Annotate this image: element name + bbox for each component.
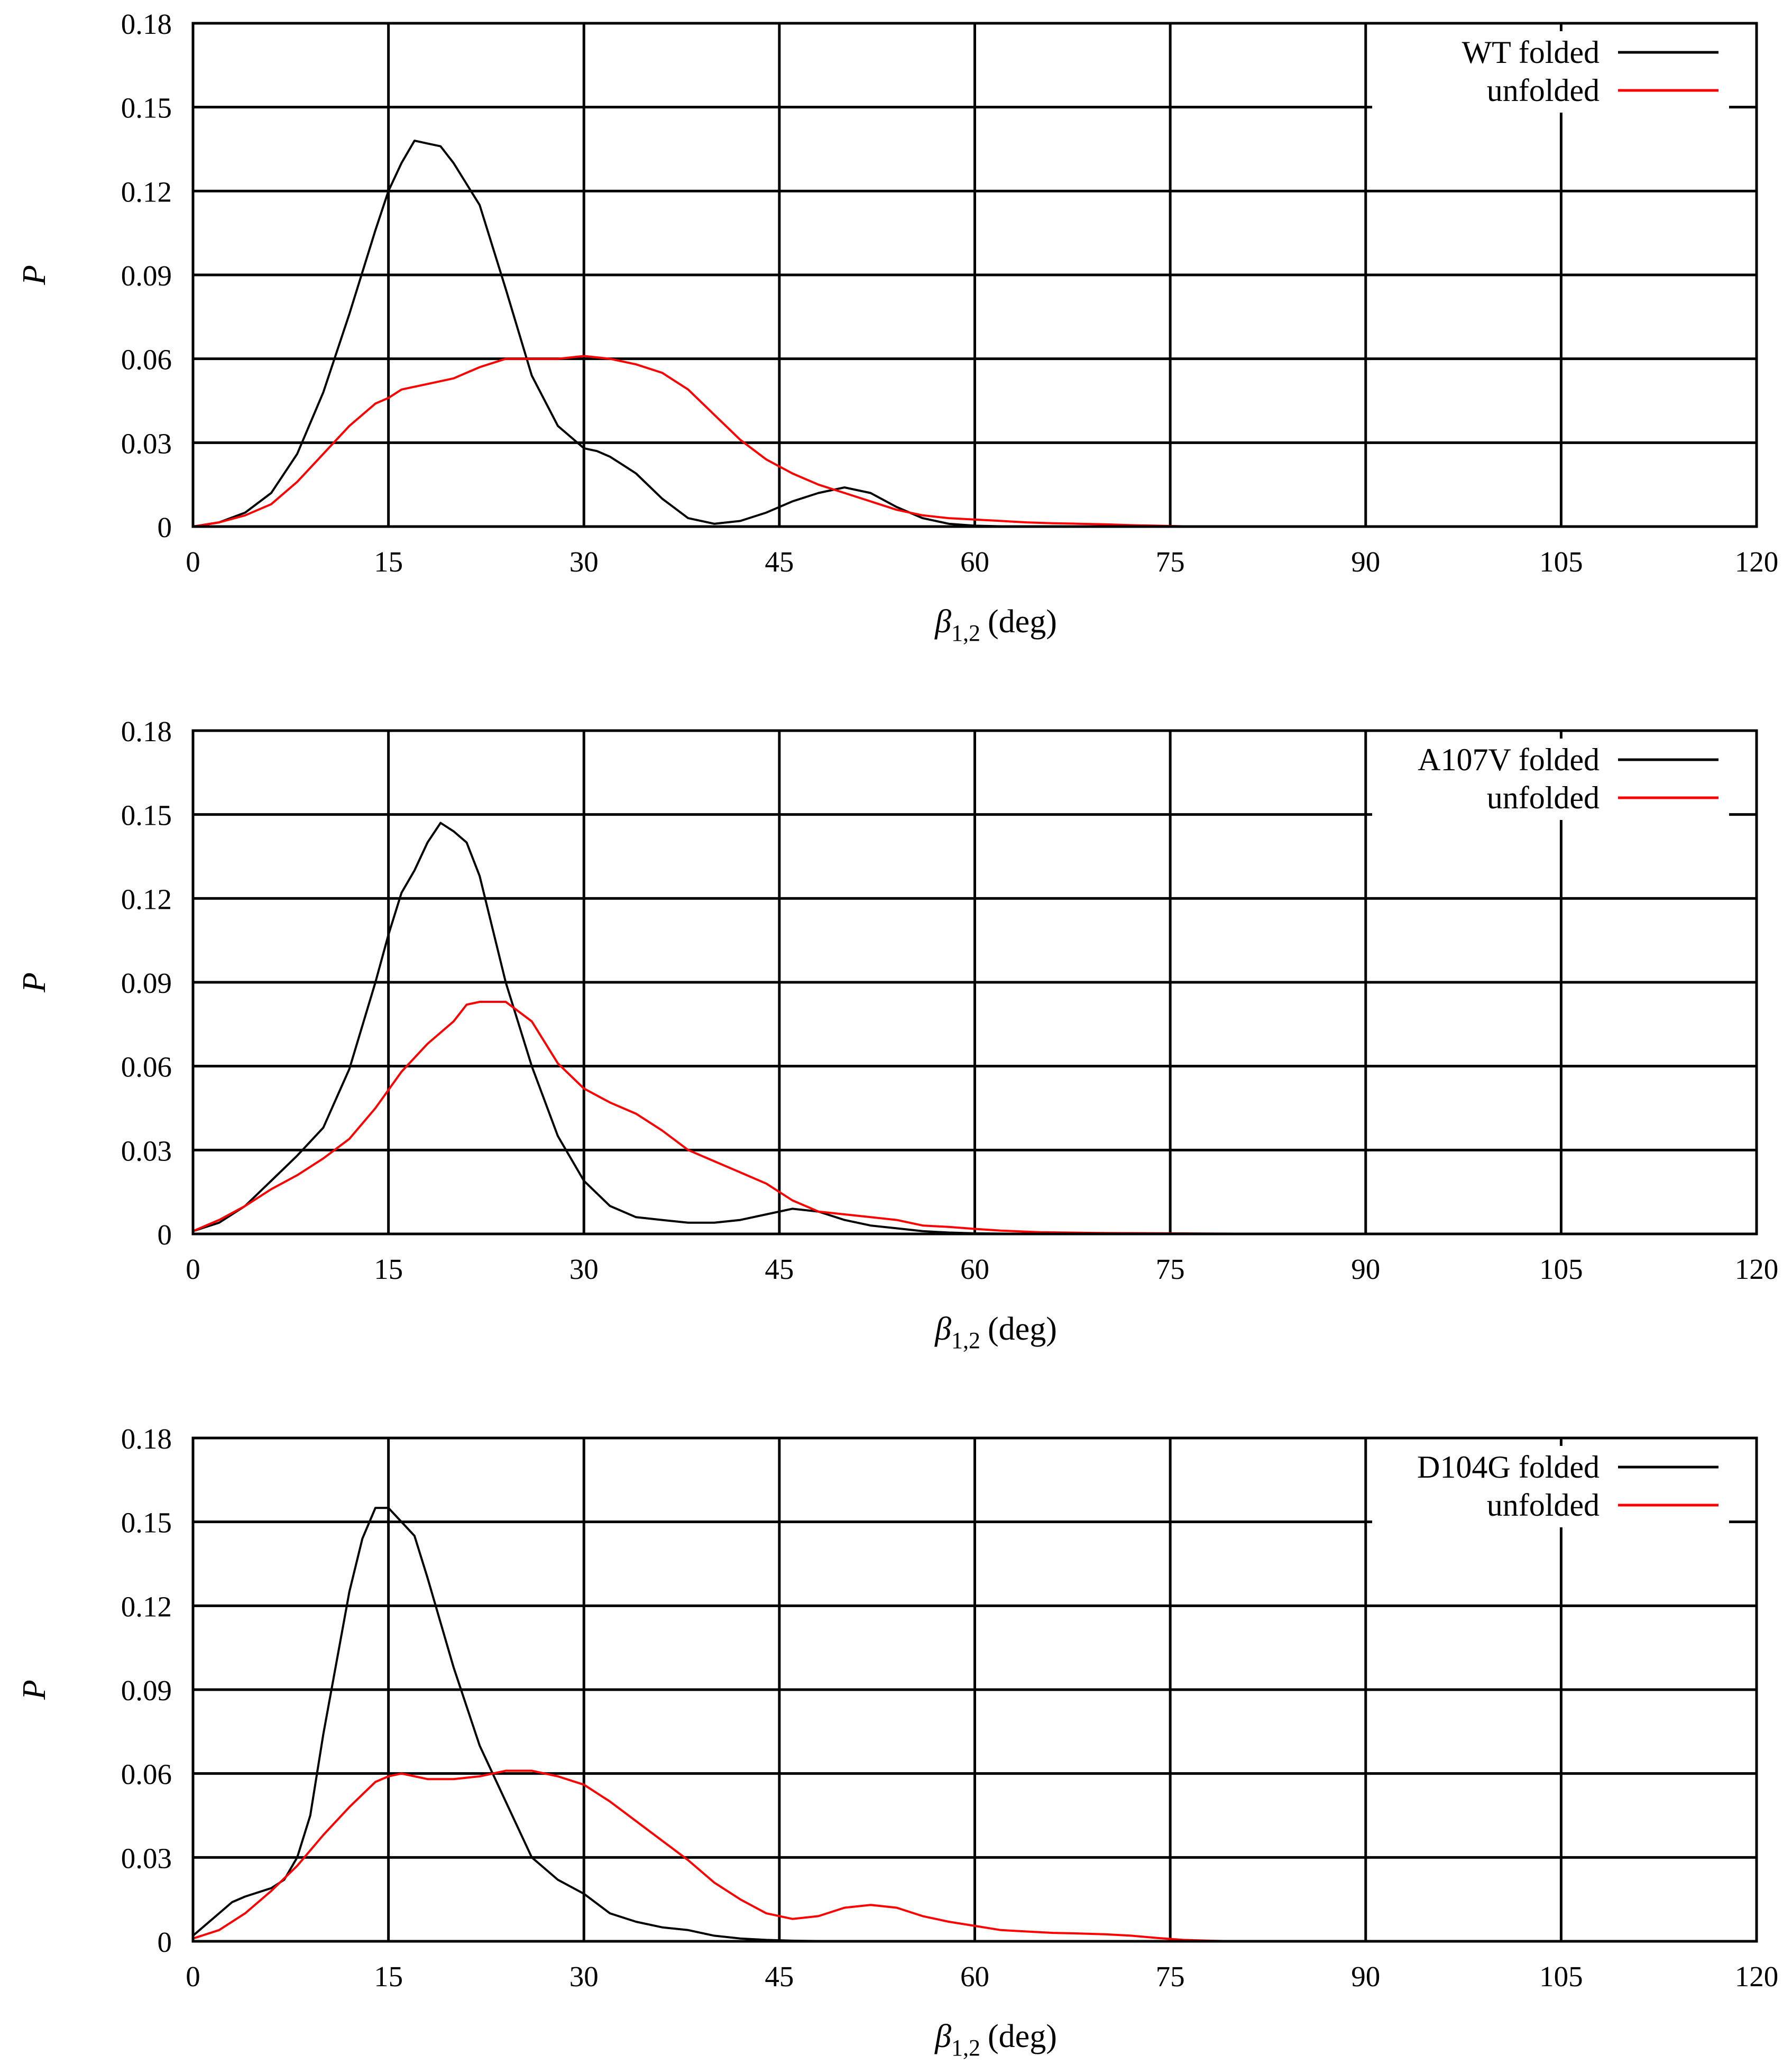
x-tick-label: 105: [1539, 1253, 1583, 1285]
legend-label: unfolded: [1487, 780, 1600, 815]
legend-label: unfolded: [1487, 73, 1600, 108]
y-tick-label: 0.06: [121, 344, 172, 376]
x-axis-unit: (deg): [988, 1311, 1057, 1347]
x-axis-subscript: 1,2: [951, 1328, 980, 1353]
y-tick-label: 0.03: [121, 427, 172, 459]
plot-frame: [191, 729, 1758, 1236]
x-tick-label: 60: [960, 1253, 989, 1285]
series-line-folded: [192, 822, 1041, 1235]
x-tick-label: 90: [1351, 1253, 1380, 1285]
x-tick-label: 45: [765, 546, 794, 578]
plot-frame: [191, 22, 1758, 528]
y-axis-label: P: [16, 1680, 52, 1700]
x-tick-label: 30: [569, 1960, 599, 1993]
x-tick-label: 15: [374, 1960, 403, 1993]
x-axis-label: β1,2 (deg): [934, 2018, 1057, 2061]
x-tick-label: 90: [1351, 546, 1380, 578]
legend-background: [1372, 1446, 1729, 1527]
legend-background: [1372, 31, 1729, 113]
x-tick-label: 45: [765, 1253, 794, 1285]
x-tick-label: 75: [1156, 1960, 1185, 1993]
x-axis-label: β1,2 (deg): [934, 1311, 1057, 1353]
y-tick-label: 0.15: [121, 1507, 172, 1539]
y-tick-label: 0.15: [121, 92, 172, 124]
x-tick-label: 0: [186, 546, 200, 578]
y-tick-label: 0.09: [121, 1674, 172, 1707]
x-tick-label: 75: [1156, 1253, 1185, 1285]
y-tick-label: 0.12: [121, 883, 172, 915]
x-tick-label: 45: [765, 1960, 794, 1993]
x-axis-symbol: β: [934, 2018, 951, 2054]
x-axis-unit: (deg): [988, 2018, 1057, 2054]
x-tick-label: 90: [1351, 1960, 1380, 1993]
legend-label: D104G folded: [1417, 1450, 1600, 1485]
y-tick-label: 0: [158, 1926, 172, 1958]
y-tick-label: 0.06: [121, 1051, 172, 1083]
legend-label: unfolded: [1487, 1488, 1600, 1523]
x-tick-label: 120: [1735, 1960, 1779, 1993]
y-tick-label: 0: [158, 511, 172, 543]
x-axis-symbol: β: [934, 604, 951, 640]
x-tick-label: 30: [569, 1253, 599, 1285]
x-axis-label: β1,2 (deg): [934, 604, 1057, 646]
y-tick-label: 0.18: [121, 715, 172, 748]
x-axis-subscript: 1,2: [951, 2035, 980, 2061]
plot-frame: [191, 1436, 1758, 1943]
series-line-unfolded: [192, 1001, 1758, 1235]
x-tick-label: 0: [186, 1253, 200, 1285]
y-axis-label: P: [16, 265, 52, 285]
y-tick-label: 0.09: [121, 260, 172, 292]
x-tick-label: 105: [1539, 546, 1583, 578]
x-tick-label: 15: [374, 546, 403, 578]
x-tick-label: 105: [1539, 1960, 1583, 1993]
x-tick-label: 60: [960, 546, 989, 578]
y-tick-label: 0.18: [121, 1423, 172, 1455]
legend-background: [1372, 739, 1729, 820]
series-line-unfolded: [192, 1769, 1237, 1942]
x-axis-unit: (deg): [988, 604, 1057, 640]
x-tick-label: 15: [374, 1253, 403, 1285]
y-tick-label: 0.09: [121, 967, 172, 999]
x-tick-label: 0: [186, 1960, 200, 1993]
x-axis-symbol: β: [934, 1311, 951, 1347]
legend-label: A107V folded: [1418, 742, 1600, 777]
y-tick-label: 0.12: [121, 176, 172, 208]
x-tick-label: 120: [1735, 1253, 1779, 1285]
legend-label: WT folded: [1462, 35, 1600, 70]
series-line-folded: [192, 140, 1041, 528]
y-tick-label: 0.03: [121, 1135, 172, 1167]
y-tick-label: 0.06: [121, 1758, 172, 1791]
series-line-folded: [192, 1507, 872, 1942]
x-tick-label: 30: [569, 546, 599, 578]
x-tick-label: 75: [1156, 546, 1185, 578]
x-tick-label: 120: [1735, 546, 1779, 578]
y-tick-label: 0.18: [121, 8, 172, 40]
y-tick-label: 0: [158, 1219, 172, 1251]
x-axis-subscript: 1,2: [951, 620, 980, 646]
y-tick-label: 0.12: [121, 1590, 172, 1623]
y-tick-label: 0.03: [121, 1842, 172, 1874]
y-tick-label: 0.15: [121, 799, 172, 832]
x-tick-label: 60: [960, 1960, 989, 1993]
y-axis-label: P: [16, 972, 52, 993]
